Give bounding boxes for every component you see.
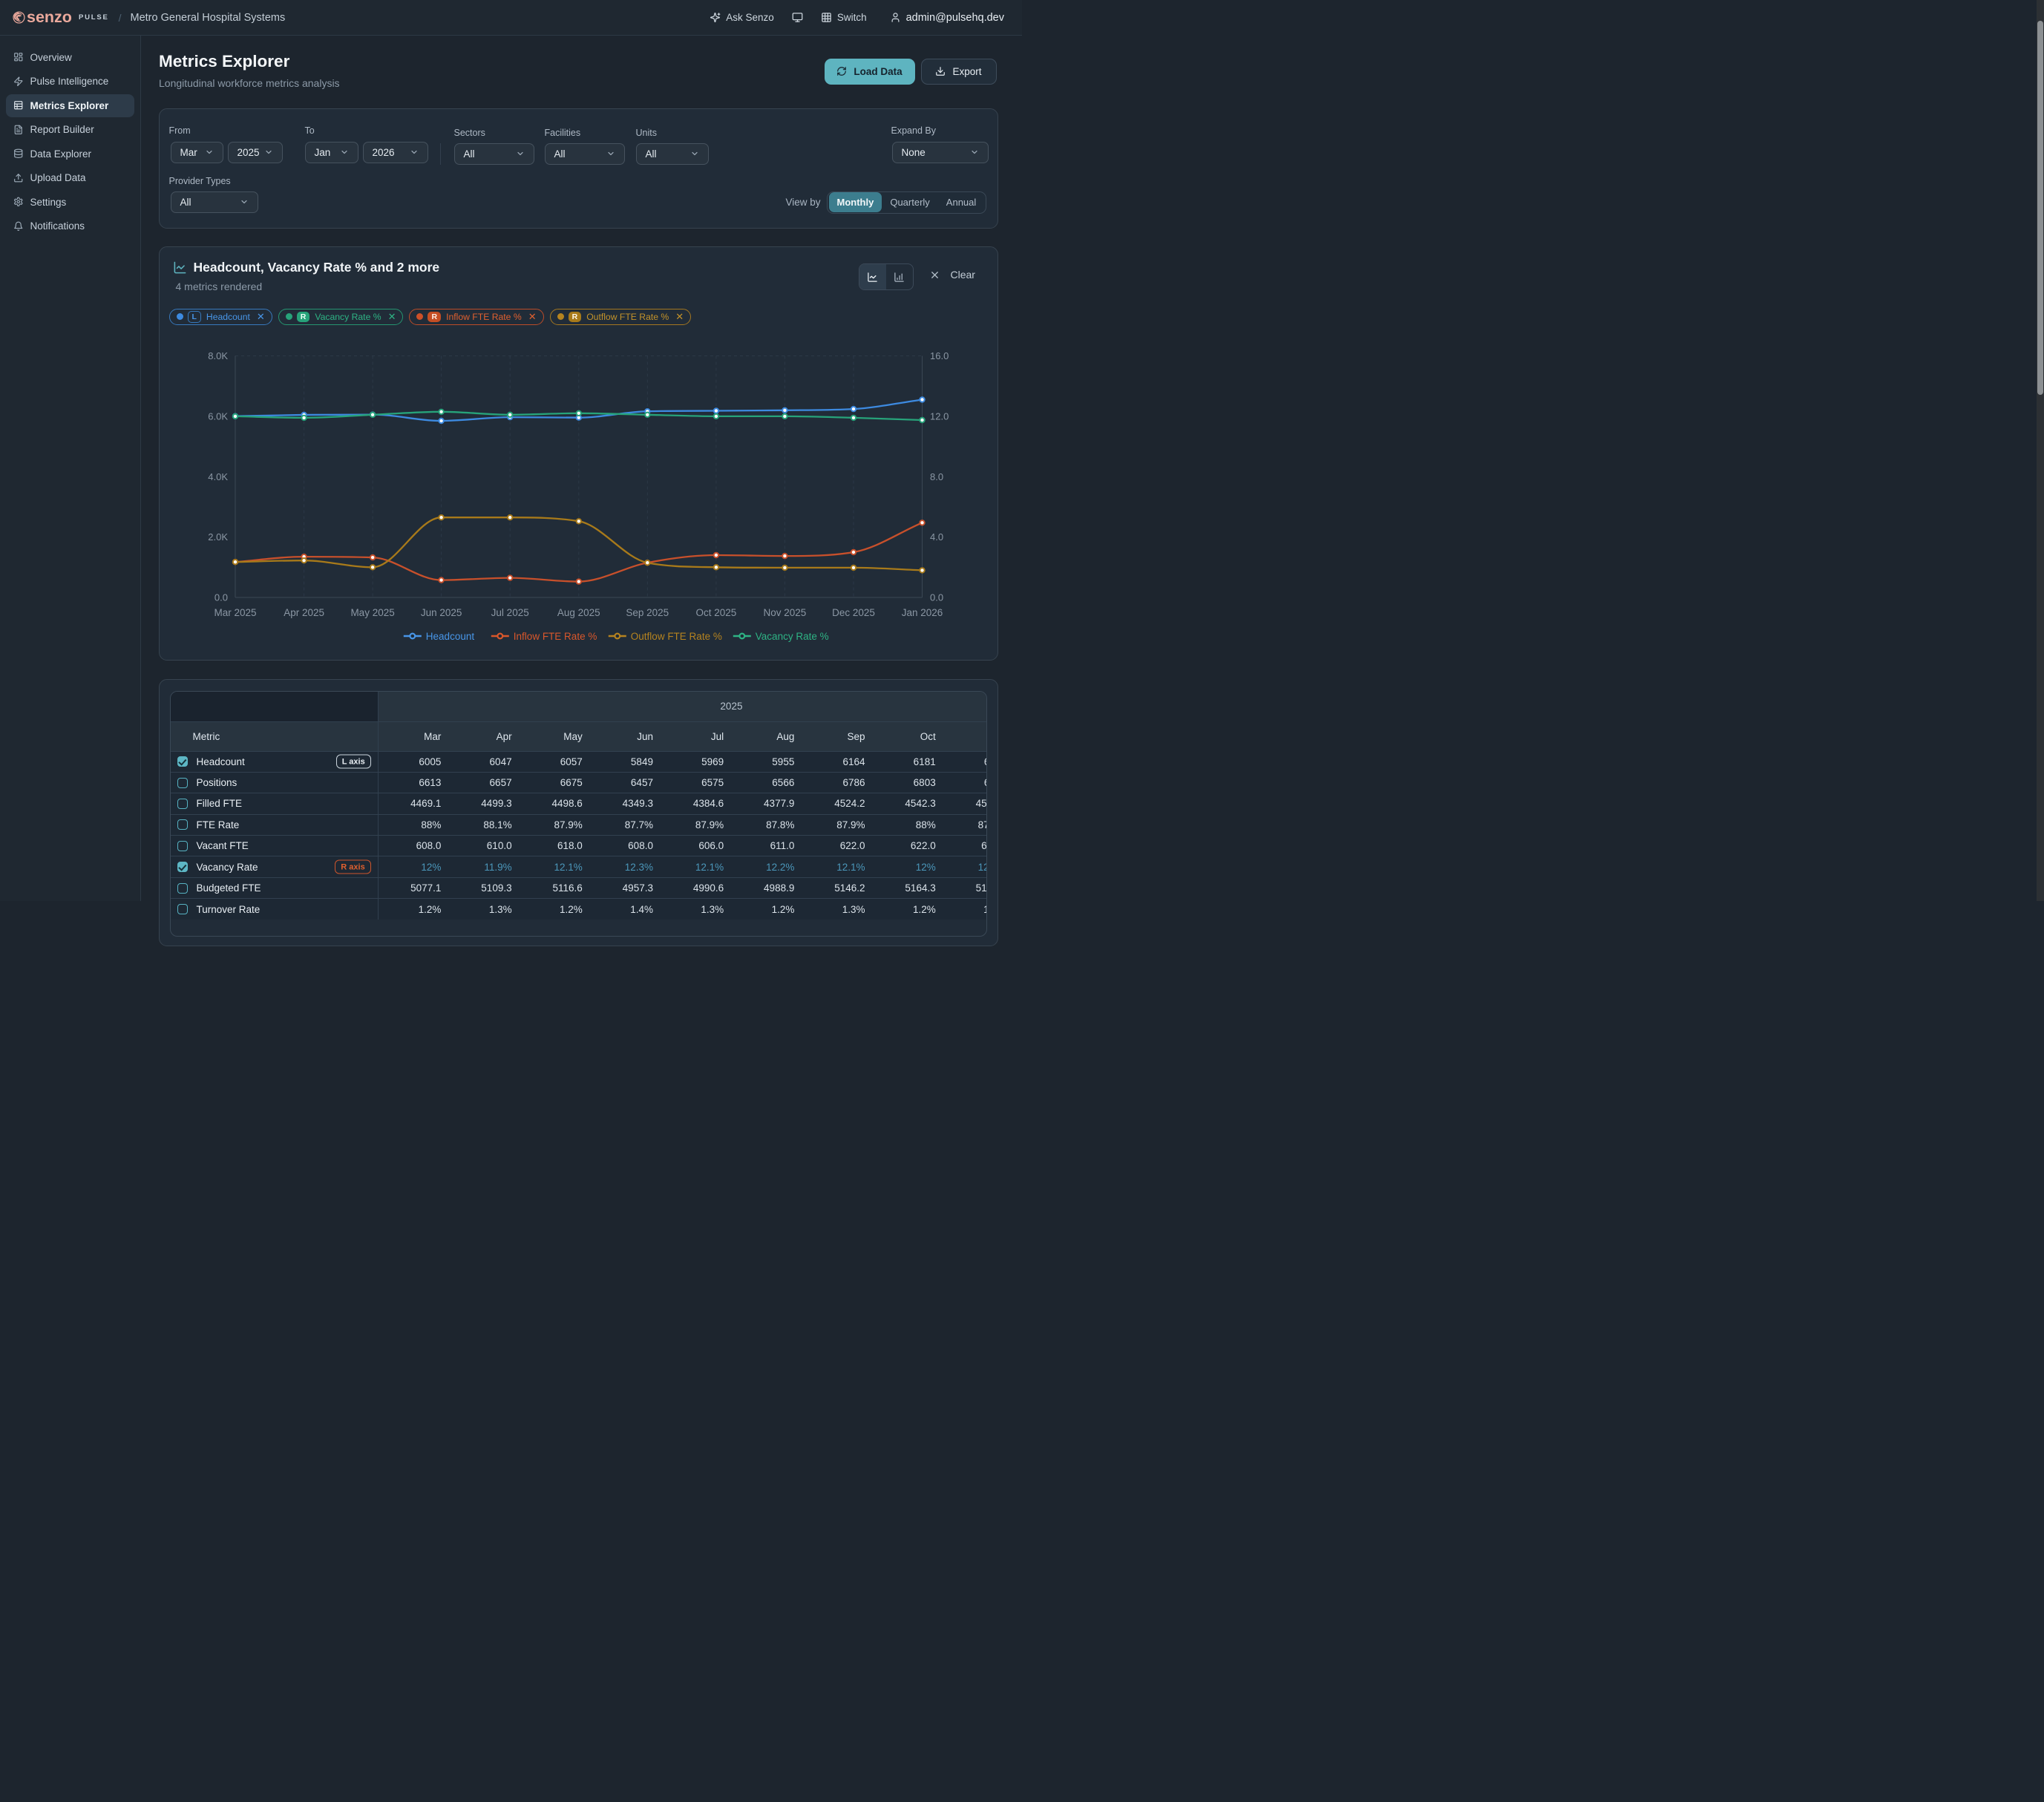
svg-text:6.0K: 6.0K [208, 410, 228, 422]
svg-text:2.0K: 2.0K [208, 531, 228, 543]
svg-text:4.0K: 4.0K [208, 471, 228, 482]
svg-text:Jun 2025: Jun 2025 [420, 607, 462, 618]
svg-text:16.0: 16.0 [930, 350, 949, 361]
svg-text:Aug 2025: Aug 2025 [557, 607, 600, 618]
svg-text:Outflow FTE Rate %: Outflow FTE Rate % [630, 631, 721, 642]
svg-text:Dec 2025: Dec 2025 [832, 607, 875, 618]
svg-text:8.0K: 8.0K [208, 350, 228, 361]
svg-text:4.0: 4.0 [930, 531, 943, 543]
svg-text:12.0: 12.0 [930, 410, 949, 422]
svg-text:Jan 2026: Jan 2026 [901, 607, 943, 618]
svg-text:Jul 2025: Jul 2025 [491, 607, 528, 618]
svg-text:Sep 2025: Sep 2025 [626, 607, 669, 618]
svg-text:Headcount: Headcount [425, 631, 474, 642]
svg-text:May 2025: May 2025 [350, 607, 394, 618]
svg-text:Nov 2025: Nov 2025 [763, 607, 806, 618]
svg-text:Vacancy Rate %: Vacancy Rate % [755, 631, 828, 642]
svg-text:Apr 2025: Apr 2025 [284, 607, 324, 618]
svg-text:8.0: 8.0 [930, 471, 943, 482]
svg-text:0.0: 0.0 [214, 592, 227, 603]
svg-text:Oct 2025: Oct 2025 [695, 607, 736, 618]
svg-text:0.0: 0.0 [930, 592, 943, 603]
svg-text:Inflow FTE Rate %: Inflow FTE Rate % [513, 631, 597, 642]
svg-text:Mar 2025: Mar 2025 [214, 607, 256, 618]
